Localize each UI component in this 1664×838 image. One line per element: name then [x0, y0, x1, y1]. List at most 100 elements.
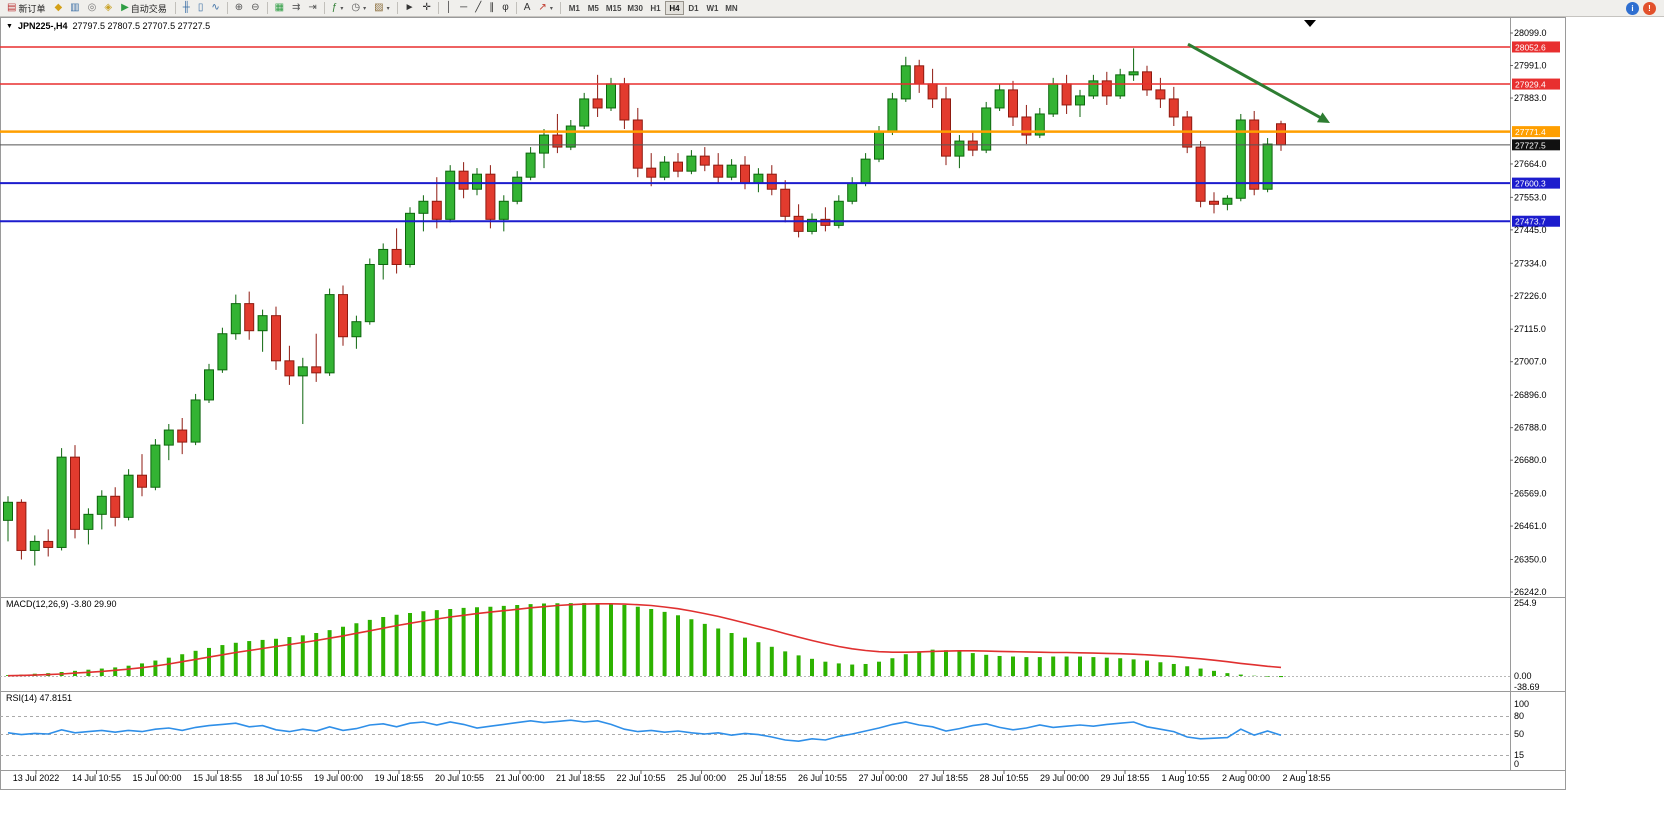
time-axis[interactable]: 13 Jul 2022 14 Jul 10:55 15 Jul 00:00 15 Ju…	[13, 770, 1331, 783]
toolbar-separator	[396, 2, 398, 14]
dropdown-caret-icon: ▾	[386, 5, 390, 12]
svg-text:13 Jul 2022: 13 Jul 2022	[13, 773, 60, 783]
price-tag-support-1: 27600.3	[1512, 177, 1560, 189]
timeframe-h4-button[interactable]: H4	[664, 1, 684, 15]
vertical-line-button[interactable]: │	[442, 1, 456, 16]
timeframe-d1-button[interactable]: D1	[684, 1, 703, 15]
text-label-button[interactable]: A	[520, 1, 535, 16]
alerts-icon: ◆	[54, 2, 63, 13]
price-tag-current-price: 27727.5	[1512, 139, 1560, 151]
metaeditor-button[interactable]: ◈	[100, 1, 116, 16]
timeframe-h1-button[interactable]: H1	[646, 1, 665, 15]
fibonacci-button[interactable]: φ	[498, 1, 512, 16]
trend-arrow[interactable]	[1187, 42, 1330, 124]
candlestick-chart-button[interactable]: ▯	[194, 1, 208, 16]
horizontal-line-button[interactable]: ─	[456, 1, 471, 16]
timeframe-m1-button[interactable]: M1	[565, 1, 584, 15]
timeframe-m15-button[interactable]: M15	[603, 1, 625, 15]
metaeditor-icon: ◈	[104, 2, 113, 13]
community-notification-icon[interactable]: i	[1626, 1, 1639, 15]
svg-text:19 Jul 18:55: 19 Jul 18:55	[374, 773, 423, 783]
ohlc-values-label: 27797.5 27807.5 27707.5 27727.5	[72, 21, 211, 31]
channel-icon: ∥	[489, 2, 495, 13]
fibonacci-icon: φ	[502, 2, 509, 13]
periods-button[interactable]: ◷ ▾	[347, 1, 370, 16]
trendline-button[interactable]: ╱	[471, 1, 485, 16]
arrows-button[interactable]: ↗ ▾	[534, 1, 556, 16]
svg-text:25 Jul 18:55: 25 Jul 18:55	[737, 773, 786, 783]
svg-text:27 Jul 00:00: 27 Jul 00:00	[858, 773, 907, 783]
main-toolbar: ▤ 新订单 ◆ ▥ ◎ ◈ ▶ 自动交易 ╫ ▯ ∿ ⊕ ⊖ ▦ ⇉ ⇥ ƒ ▾ ◷ ▾ ▨ ▾ ► ✛ │ ─ ╱ ∥ φ A…	[0, 0, 1664, 17]
rsi-axis[interactable]: 100 80 50 150	[1514, 699, 1529, 769]
svg-text:27664.0: 27664.0	[1514, 159, 1547, 169]
svg-text:27553.0: 27553.0	[1514, 192, 1547, 202]
timeframes-group: M1 M5 M15 M30 H1 H4 D1 W1 MN	[565, 1, 741, 15]
cursor-button[interactable]: ►	[401, 1, 419, 16]
market-watch-icon: ▥	[70, 2, 80, 13]
svg-text:50: 50	[1514, 729, 1524, 739]
svg-text:22 Jul 10:55: 22 Jul 10:55	[616, 773, 665, 783]
periods-icon: ◷	[351, 2, 361, 13]
auto-scroll-button[interactable]: ⇉	[288, 1, 304, 16]
one-click-trading-toggle-icon[interactable]: ▼	[6, 22, 13, 30]
alerts-button[interactable]: ◆	[50, 1, 66, 16]
tile-windows-button[interactable]: ▦	[271, 1, 288, 16]
bar-chart-icon: ╫	[182, 2, 190, 13]
svg-text:18 Jul 10:55: 18 Jul 10:55	[253, 773, 302, 783]
price-axis[interactable]: 28099.0 27991.0 27883.0 27664.0 27553.0 27445…	[1510, 28, 1547, 597]
line-chart-button[interactable]: ∿	[207, 1, 223, 16]
chart-title: ▼ JPN225-,H4 27797.5 27807.5 27707.5 277…	[6, 21, 210, 31]
svg-text:26788.0: 26788.0	[1514, 423, 1547, 433]
indicators-button[interactable]: ƒ ▾	[328, 1, 348, 16]
toolbar-separator	[323, 2, 325, 14]
candlestick-chart-icon: ▯	[197, 2, 204, 13]
bar-chart-button[interactable]: ╫	[179, 1, 194, 16]
zoom-out-button[interactable]: ⊖	[247, 1, 263, 16]
macd-signal-line	[7, 602, 1282, 677]
rsi-panel	[0, 716, 1510, 756]
chart-shift-marker[interactable]	[1304, 20, 1316, 27]
crosshair-button[interactable]: ✛	[419, 1, 435, 16]
window-icons-group: ◆ ▥ ◎ ◈	[50, 1, 116, 16]
timeframe-m30-button[interactable]: M30	[624, 1, 646, 15]
svg-text:29 Jul 00:00: 29 Jul 00:00	[1040, 773, 1089, 783]
svg-text:2 Aug 00:00: 2 Aug 00:00	[1222, 773, 1270, 783]
new-order-label: 新订单	[18, 3, 46, 14]
svg-text:27600.3: 27600.3	[1515, 179, 1546, 189]
auto-trading-button[interactable]: ▶ 自动交易	[117, 1, 171, 16]
svg-text:26896.0: 26896.0	[1514, 390, 1547, 400]
timeframe-mn-button[interactable]: MN	[722, 1, 741, 15]
market-watch-button[interactable]: ▥	[66, 1, 83, 16]
svg-text:26 Jul 10:55: 26 Jul 10:55	[798, 773, 847, 783]
price-tag-pivot-line: 27771.4	[1512, 126, 1560, 138]
svg-text:26461.0: 26461.0	[1514, 521, 1547, 531]
templates-button[interactable]: ▨ ▾	[370, 1, 393, 16]
trendline-icon: ╱	[475, 2, 482, 13]
channel-button[interactable]: ∥	[485, 1, 498, 16]
svg-text:20 Jul 10:55: 20 Jul 10:55	[435, 773, 484, 783]
new-order-button[interactable]: ▤ 新订单	[3, 1, 49, 16]
timeframe-w1-button[interactable]: W1	[703, 1, 722, 15]
toolbar-separator	[559, 2, 561, 14]
zoom-in-button[interactable]: ⊕	[231, 1, 247, 16]
chart-frame	[0, 17, 1566, 771]
rsi-line	[7, 719, 1282, 743]
svg-text:28099.0: 28099.0	[1514, 28, 1547, 38]
chart-tools-group: ╫ ▯ ∿ ⊕ ⊖ ▦ ⇉ ⇥ ƒ ▾ ◷ ▾ ▨ ▾ ► ✛ │ ─ ╱ ∥ φ A ↗ ▾	[172, 1, 564, 16]
chart-shift-button[interactable]: ⇥	[304, 1, 320, 16]
svg-text:27771.4: 27771.4	[1515, 127, 1546, 137]
price-tag-resistance-2: 27929.4	[1512, 78, 1560, 90]
alert-notification-icon[interactable]: !	[1643, 1, 1656, 15]
svg-text:27445.0: 27445.0	[1514, 225, 1547, 235]
macd-panel	[0, 602, 1510, 678]
headset-support-button[interactable]: ◎	[84, 1, 101, 16]
svg-text:27334.0: 27334.0	[1514, 258, 1547, 268]
macd-axis[interactable]: 254.9 0.00-38.69	[1514, 598, 1540, 692]
svg-text:254.9: 254.9	[1514, 598, 1537, 608]
toolbar-separator	[266, 2, 268, 14]
svg-text:15 Jul 18:55: 15 Jul 18:55	[193, 773, 242, 783]
timeframe-m5-button[interactable]: M5	[584, 1, 603, 15]
svg-text:1 Aug 10:55: 1 Aug 10:55	[1161, 773, 1209, 783]
svg-text:28052.6: 28052.6	[1515, 42, 1546, 52]
